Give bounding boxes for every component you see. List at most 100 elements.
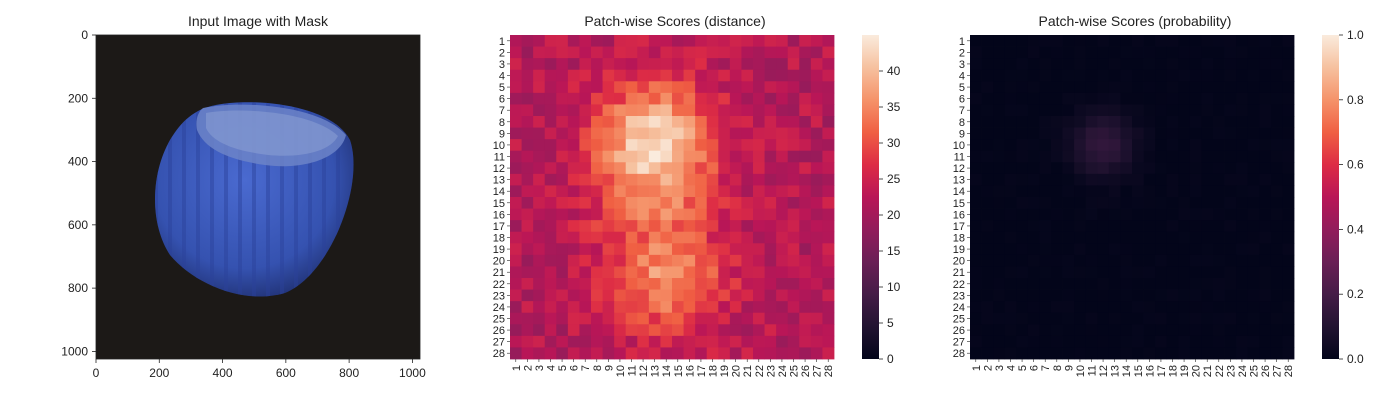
x-tick-label: 800 bbox=[339, 366, 359, 380]
heatmap-cell bbox=[556, 35, 568, 47]
heatmap-cell bbox=[510, 266, 522, 278]
row-label: 1 bbox=[959, 36, 965, 48]
heatmap-cell bbox=[730, 58, 742, 70]
heatmap-cell bbox=[1248, 139, 1260, 151]
heatmap-cell bbox=[1109, 128, 1121, 140]
heatmap-cell bbox=[1039, 220, 1051, 232]
heatmap-cell bbox=[718, 324, 730, 336]
heatmap-cell bbox=[1201, 266, 1213, 278]
heatmap-cell bbox=[765, 255, 777, 267]
heatmap-cell bbox=[1132, 243, 1144, 255]
heatmap-cell bbox=[1074, 185, 1086, 197]
heatmap-cell bbox=[707, 162, 719, 174]
heatmap-cell bbox=[1063, 197, 1075, 209]
heatmap-cell bbox=[765, 324, 777, 336]
heatmap-cell bbox=[614, 336, 626, 348]
heatmap-cell bbox=[1259, 255, 1271, 267]
heatmap-cell bbox=[1190, 47, 1202, 59]
heatmap-cell bbox=[1167, 104, 1179, 116]
heatmap-cell bbox=[695, 185, 707, 197]
col-label: 17 bbox=[696, 365, 708, 377]
heatmap-cell bbox=[1144, 197, 1156, 209]
heatmap-cell bbox=[614, 93, 626, 105]
heatmap-cell bbox=[1259, 313, 1271, 325]
heatmap-cell bbox=[970, 162, 982, 174]
heatmap-cell bbox=[1271, 104, 1283, 116]
heatmap-cell bbox=[591, 128, 603, 140]
row-label: 24 bbox=[493, 302, 505, 314]
heatmap-cell bbox=[1144, 313, 1156, 325]
heatmap-cell bbox=[1016, 220, 1028, 232]
heatmap-cell bbox=[822, 313, 834, 325]
heatmap-cell bbox=[626, 255, 638, 267]
heatmap-cell bbox=[993, 151, 1005, 163]
col-label: 22 bbox=[754, 365, 766, 377]
heatmap-cell bbox=[718, 301, 730, 313]
heatmap-cell bbox=[1225, 290, 1237, 302]
heatmap-cell bbox=[1120, 47, 1132, 59]
heatmap-cell bbox=[579, 313, 591, 325]
heatmap-cell bbox=[799, 70, 811, 82]
heatmap-cell bbox=[1282, 347, 1294, 359]
heatmap-cell bbox=[614, 35, 626, 47]
heatmap-cell bbox=[741, 197, 753, 209]
heatmap-cell bbox=[1063, 47, 1075, 59]
heatmap-cell bbox=[1097, 128, 1109, 140]
heatmap-cell bbox=[1201, 139, 1213, 151]
heatmap-cell bbox=[1039, 93, 1051, 105]
row-label: 16 bbox=[493, 209, 505, 221]
heatmap-cell bbox=[533, 104, 545, 116]
heatmap-cell bbox=[614, 324, 626, 336]
col-label: 2 bbox=[982, 365, 994, 371]
heatmap-cell bbox=[1167, 139, 1179, 151]
heatmap-cell bbox=[1074, 347, 1086, 359]
row-label: 4 bbox=[959, 71, 965, 83]
heatmap-cell bbox=[684, 35, 696, 47]
heatmap-cell bbox=[993, 70, 1005, 82]
row-label: 5 bbox=[499, 82, 505, 94]
heatmap-cell bbox=[753, 209, 765, 221]
heatmap-cell bbox=[1097, 255, 1109, 267]
heatmap-cell bbox=[1109, 209, 1121, 221]
heatmap-cell bbox=[822, 347, 834, 359]
heatmap-cell bbox=[1178, 255, 1190, 267]
heatmap-cell bbox=[522, 185, 534, 197]
heatmap-cell bbox=[1248, 174, 1260, 186]
heatmap-cell bbox=[1201, 336, 1213, 348]
heatmap-cell bbox=[1016, 139, 1028, 151]
heatmap-cell bbox=[684, 93, 696, 105]
heatmap-cell bbox=[993, 313, 1005, 325]
heatmap-cell bbox=[718, 174, 730, 186]
heatmap-cell bbox=[603, 209, 615, 221]
heatmap-cell bbox=[1074, 197, 1086, 209]
heatmap-cell bbox=[672, 70, 684, 82]
heatmap-cell bbox=[1016, 278, 1028, 290]
heatmap-cell bbox=[510, 278, 522, 290]
heatmap-cell bbox=[718, 209, 730, 221]
heatmap-cell bbox=[1120, 255, 1132, 267]
heatmap-cell bbox=[1039, 128, 1051, 140]
heatmap-cell bbox=[637, 243, 649, 255]
heatmap-cell bbox=[765, 266, 777, 278]
heatmap-cell bbox=[1016, 128, 1028, 140]
heatmap-cell bbox=[993, 324, 1005, 336]
heatmap-cell bbox=[660, 255, 672, 267]
heatmap-cell bbox=[579, 47, 591, 59]
heatmap-cell bbox=[1074, 139, 1086, 151]
heatmap-cell bbox=[1086, 290, 1098, 302]
heatmap-cell bbox=[1190, 255, 1202, 267]
heatmap-cell bbox=[649, 324, 661, 336]
heatmap-cell bbox=[649, 81, 661, 93]
x-tick-label: 400 bbox=[213, 366, 233, 380]
heatmap-cell bbox=[993, 174, 1005, 186]
heatmap-cell bbox=[684, 243, 696, 255]
heatmap-cell bbox=[1213, 324, 1225, 336]
heatmap-cell bbox=[1155, 290, 1167, 302]
heatmap-cell bbox=[1225, 197, 1237, 209]
heatmap-cell bbox=[1201, 197, 1213, 209]
heatmap-cell bbox=[1236, 139, 1248, 151]
heatmap-cell bbox=[1178, 162, 1190, 174]
heatmap-cell bbox=[522, 232, 534, 244]
heatmap-cell bbox=[533, 301, 545, 313]
heatmap-cell bbox=[672, 58, 684, 70]
